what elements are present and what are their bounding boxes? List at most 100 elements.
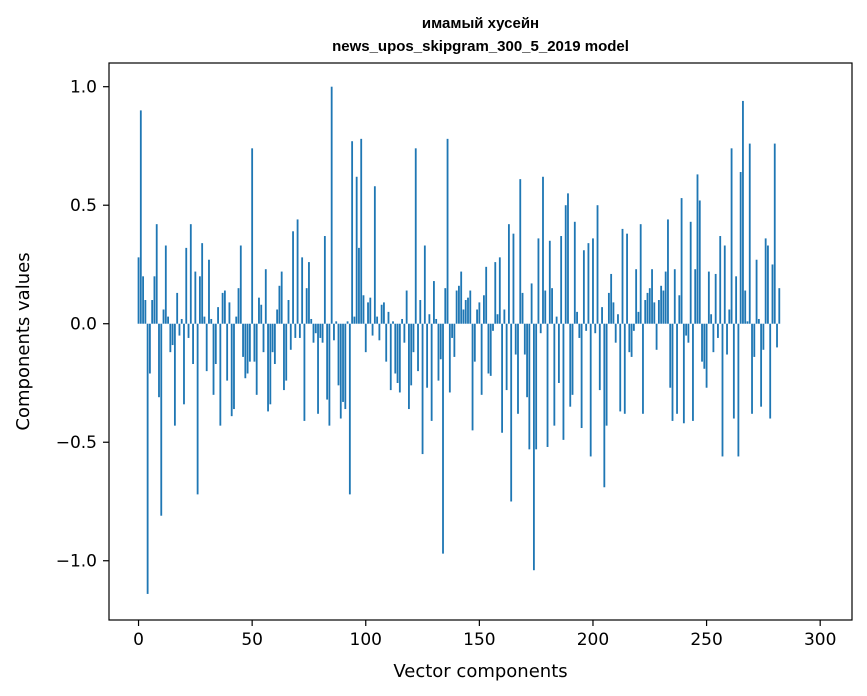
bar-component-53 xyxy=(258,297,260,324)
bar-component-258 xyxy=(723,245,726,324)
bar-component-139 xyxy=(453,323,456,357)
bar-component-276 xyxy=(764,238,767,324)
bar-component-76 xyxy=(310,318,313,324)
bar-component-215 xyxy=(626,233,628,324)
bar-component-17 xyxy=(176,292,179,324)
bar-component-9 xyxy=(158,323,160,398)
bar-component-273 xyxy=(757,318,760,324)
bar-component-161 xyxy=(503,309,506,324)
bar-component-158 xyxy=(496,314,499,324)
bar-component-179 xyxy=(544,290,547,324)
bar-component-225 xyxy=(648,288,651,324)
bar-component-51 xyxy=(253,323,256,362)
bar-component-92 xyxy=(346,321,349,324)
bar-component-37 xyxy=(221,292,224,324)
bar-component-202 xyxy=(596,205,599,324)
bar-component-48 xyxy=(246,323,249,374)
bar-component-193 xyxy=(576,311,578,324)
bar-component-254 xyxy=(714,273,717,324)
bar-component-20 xyxy=(183,323,185,405)
bar-component-50 xyxy=(251,148,254,324)
bar-component-15 xyxy=(171,323,174,346)
bar-component-263 xyxy=(735,276,738,324)
bar-component-29 xyxy=(203,316,206,324)
bar-component-77 xyxy=(312,323,315,343)
bar-component-277 xyxy=(767,245,769,324)
bar-component-91 xyxy=(344,323,347,410)
bar-component-192 xyxy=(573,221,576,324)
bar-component-104 xyxy=(373,186,376,324)
bar-component-204 xyxy=(601,307,603,324)
bar-component-261 xyxy=(730,148,733,324)
x-tick-label: 150 xyxy=(463,630,495,650)
bar-component-5 xyxy=(148,323,151,374)
bar-component-36 xyxy=(219,323,222,426)
bar-component-108 xyxy=(383,302,385,324)
bar-component-38 xyxy=(223,290,226,324)
bar-component-266 xyxy=(742,100,744,324)
bar-component-67 xyxy=(289,323,292,350)
bar-component-251 xyxy=(707,271,710,324)
bar-component-130 xyxy=(433,281,435,324)
bar-component-126 xyxy=(423,245,426,324)
bar-component-96 xyxy=(355,176,358,324)
bar-component-152 xyxy=(483,295,485,324)
bar-component-19 xyxy=(180,318,183,324)
bar-component-87 xyxy=(335,321,338,324)
x-tick-label: 300 xyxy=(804,630,836,650)
bar-component-4 xyxy=(146,323,149,594)
bar-component-280 xyxy=(773,143,776,324)
bar-component-259 xyxy=(726,323,728,355)
bar-component-146 xyxy=(469,290,472,324)
bar-component-164 xyxy=(510,323,513,502)
chart-title-line2: news_upos_skipgram_300_5_2019 model xyxy=(332,38,629,55)
bar-component-133 xyxy=(439,323,442,360)
bar-component-199 xyxy=(589,323,592,457)
bar-component-27 xyxy=(198,276,201,324)
bar-component-268 xyxy=(746,321,749,324)
bar-component-3 xyxy=(144,300,147,324)
bar-component-63 xyxy=(280,271,283,324)
bar-component-129 xyxy=(430,323,433,421)
bar-component-220 xyxy=(637,311,640,324)
bar-component-60 xyxy=(273,323,276,365)
bar-component-49 xyxy=(248,323,251,362)
bar-component-184 xyxy=(555,316,558,324)
bar-component-81 xyxy=(321,323,324,343)
bar-component-150 xyxy=(478,302,481,324)
bar-component-200 xyxy=(592,238,594,324)
bar-component-229 xyxy=(657,300,660,324)
bar-component-120 xyxy=(410,323,413,386)
bar-component-209 xyxy=(612,302,615,324)
bar-component-237 xyxy=(676,323,678,414)
bar-component-157 xyxy=(494,262,497,324)
bar-component-147 xyxy=(471,323,474,431)
bar-component-217 xyxy=(630,323,633,357)
bar-component-243 xyxy=(689,221,692,324)
y-axis-ticks: −1.0 −0.5 0.0 0.5 1.0 xyxy=(56,78,109,572)
bar-component-153 xyxy=(485,266,488,324)
bar-component-24 xyxy=(192,323,194,365)
bar-component-131 xyxy=(435,318,438,324)
bar-component-278 xyxy=(769,323,772,419)
bar-component-84 xyxy=(328,323,331,426)
bar-component-206 xyxy=(605,323,608,426)
bar-component-59 xyxy=(271,323,274,353)
bar-component-252 xyxy=(710,314,713,324)
bar-component-227 xyxy=(653,302,656,324)
bar-component-22 xyxy=(187,323,190,338)
bar-component-28 xyxy=(201,243,204,324)
bar-component-57 xyxy=(267,323,269,412)
bar-component-173 xyxy=(530,283,533,324)
bar-component-194 xyxy=(578,323,581,338)
bar-component-78 xyxy=(314,323,317,334)
bar-component-83 xyxy=(326,323,329,400)
bar-component-180 xyxy=(546,323,549,447)
bar-component-62 xyxy=(278,285,281,324)
bar-component-222 xyxy=(642,323,644,414)
bar-component-11 xyxy=(162,309,165,324)
bar-component-242 xyxy=(687,323,690,343)
bar-component-239 xyxy=(680,198,683,324)
bar-component-171 xyxy=(526,323,528,398)
bar-component-279 xyxy=(771,264,774,324)
